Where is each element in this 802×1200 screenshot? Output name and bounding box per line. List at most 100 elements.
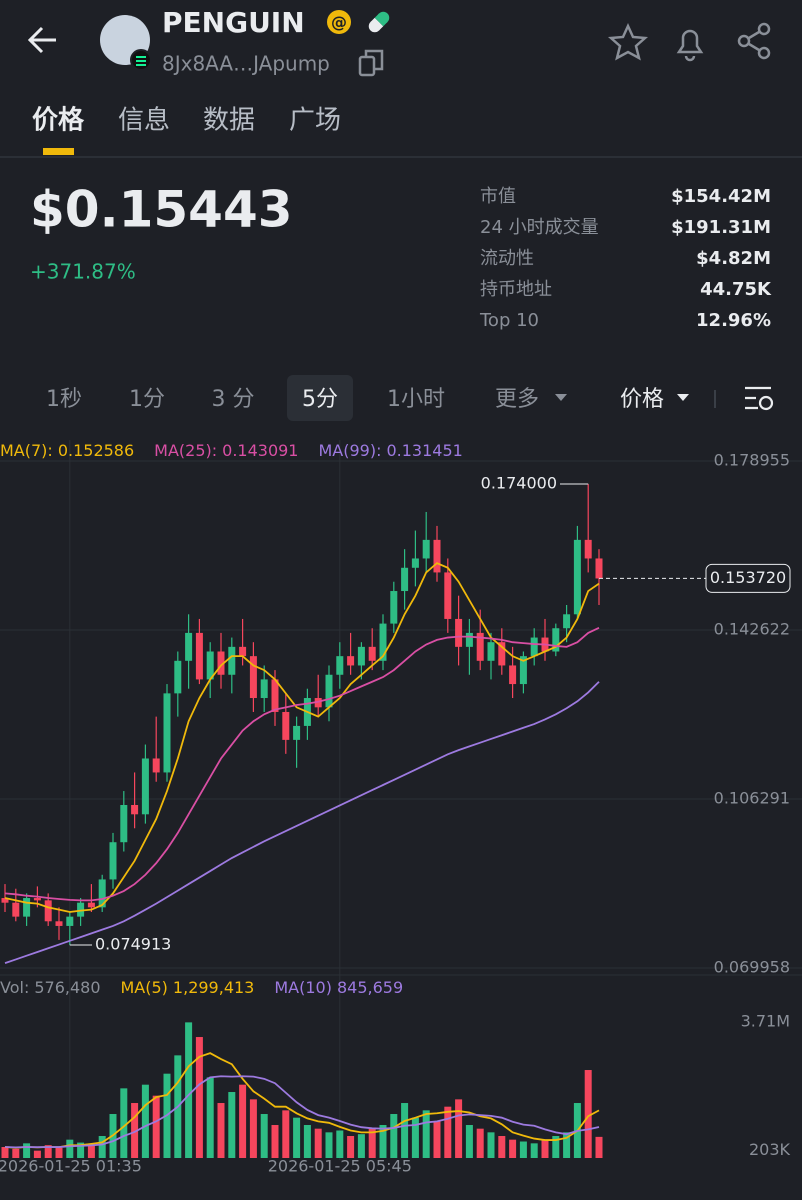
candle-body [33,898,41,901]
volume-bar [98,1136,106,1158]
candle-body [77,902,85,917]
copy-button[interactable] [358,49,384,77]
candle-body [206,651,214,680]
tab[interactable]: 价格 [32,105,85,136]
volume-bar [55,1147,63,1158]
volume-bar [120,1088,128,1158]
timeframe[interactable]: 更多 [495,387,539,412]
candle-body [498,642,506,666]
candle-body [401,567,409,592]
volume-bar [206,1077,214,1158]
ma-line [4,681,600,965]
legend-name: MA(99): [318,441,381,460]
timeframe[interactable]: 1分 [129,387,165,412]
volume-bar [152,1095,160,1158]
tab[interactable]: 广场 [289,106,341,136]
x-tick-label: 2026-01-25 05:45 [268,1157,412,1176]
legend-value: 0.152586 [58,441,134,460]
volume-bar [530,1143,538,1158]
volume-bar [368,1128,376,1158]
tab[interactable]: 信息 [118,106,170,136]
ma-line [4,626,600,902]
candle-body [87,902,95,908]
stat-label: 流动性 [480,248,534,269]
candle-body [552,628,560,652]
legend-value: 1,299,413 [173,978,254,997]
stat-value: $191.31M [671,217,771,238]
back-button[interactable] [27,26,56,54]
legend-value: 0.143091 [222,441,298,460]
candle-body [347,656,355,666]
chart-settings[interactable] [745,386,774,411]
stat-value: $4.82M [696,248,771,269]
volume-bar [195,1037,203,1158]
timeframe[interactable]: 3 分 [212,387,255,412]
chart-selector[interactable]: 价格 [620,387,664,412]
timeframe[interactable]: 5分 [302,387,338,412]
candle-body [282,711,290,740]
candle-body [411,558,419,568]
ma-line [4,562,600,913]
pill-icon [368,11,390,33]
candle-body [195,632,203,680]
candle-body [163,693,171,773]
candle-body [519,656,527,685]
at-icon-glyph: @ [331,13,347,32]
candle-body [141,758,149,815]
volume-bar [433,1121,441,1158]
candle-body [368,646,376,661]
volume-bar [476,1128,484,1158]
timeframe[interactable]: 1秒 [46,387,82,412]
volume-bar [217,1103,225,1158]
candle-body [390,591,398,624]
volume-bar [336,1130,344,1158]
volume-bar [87,1144,95,1158]
volume-ma-line [4,1075,600,1149]
high-marker-label: 0.174000 [481,474,557,493]
volume-bar [595,1136,603,1158]
volume-bar [77,1142,85,1158]
volume-bar [12,1148,20,1158]
candle-body [98,879,106,908]
tab-indicator [43,148,74,155]
x-tick-label: 2026-01-25 01:35 [0,1157,142,1176]
volume-bar [228,1092,236,1158]
volume-bar [325,1132,333,1158]
timeframe[interactable]: 1小时 [387,387,445,412]
volume-bar [347,1136,355,1158]
alert-button[interactable] [676,29,704,62]
legend-name: MA(25): [154,441,217,460]
volume-legend: Vol: 576,480 MA(5) 1,299,413 MA(10) 845,659 [0,978,403,997]
token-address: 8Jx8AA…JApump [162,52,330,76]
tab[interactable]: 数据 [203,106,255,136]
volume-bar [390,1114,398,1158]
volume-bar [487,1132,495,1158]
volume-bar [563,1132,571,1158]
price: $0.15443 [30,181,293,239]
price-change: +371.87% [30,260,136,284]
candle-body [185,632,193,661]
legend-name: Vol: [0,978,29,997]
candle-body [44,900,52,922]
volume-bar [401,1103,409,1158]
stat-label: Top 10 [479,310,539,331]
candle-body [66,916,74,926]
legend-value: 845,659 [337,978,403,997]
volume-bar [444,1106,452,1158]
volume-bar [1,1147,9,1158]
candle-body [357,646,365,666]
ma-legend: MA(7): 0.152586 MA(25): 0.143091 MA(99): 0.13… [0,441,463,460]
favorite-button[interactable] [607,22,649,61]
candle-body [563,614,571,629]
current-price-box [705,563,791,593]
selector-caret [677,394,689,401]
candle-body [595,558,603,579]
candle-body [23,898,31,917]
volume-bar [260,1114,268,1158]
volume-bar [498,1136,506,1158]
candle-body [152,758,160,773]
volume-bar [44,1145,52,1158]
share-button[interactable] [737,22,771,60]
